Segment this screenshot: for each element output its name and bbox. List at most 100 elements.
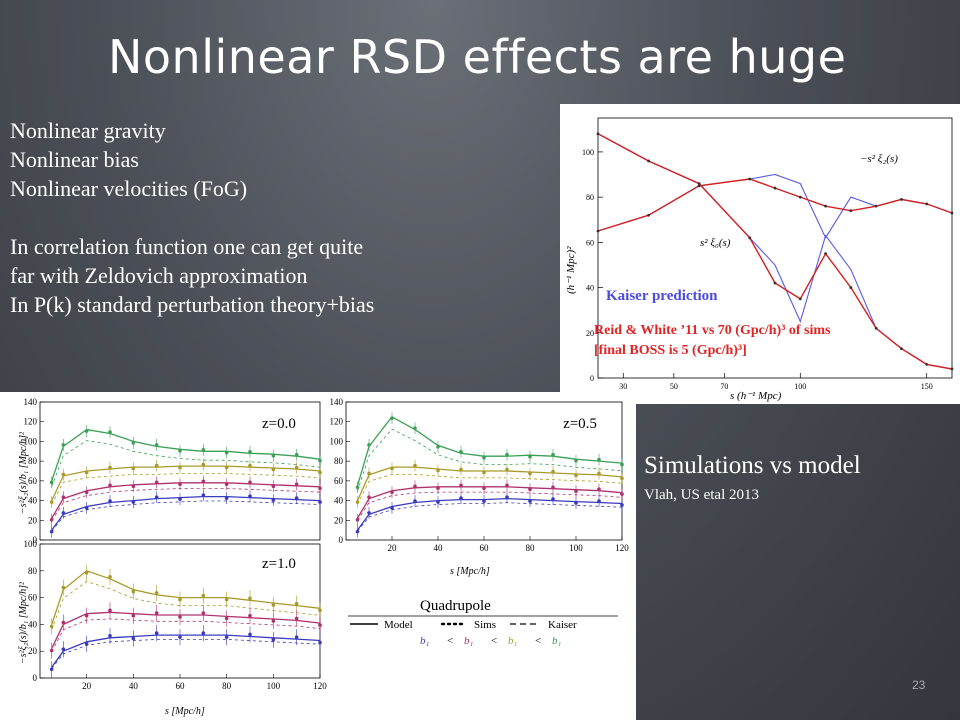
legend-kaiser: Kaiser <box>548 619 577 631</box>
panel-sim-point <box>459 449 463 454</box>
panel-sim-point <box>224 450 229 455</box>
panel-ytick-label: 60 <box>334 476 344 486</box>
panel-sim-point <box>551 485 555 490</box>
top-model-quadrupole <box>597 178 953 232</box>
top-label-monopole: s² ξ₀(s) <box>700 237 731 249</box>
slide-title: Nonlinear RSD effects are huge <box>108 30 847 84</box>
legend-title: Quadrupole <box>420 598 491 614</box>
bottom-legend: Quadrupole Model Sims Kaiser b₁ < b₁ < b… <box>348 598 618 647</box>
top-legend-reid-2: [final BOSS is 5 (Gpc/h)³] <box>594 343 747 358</box>
panel-sim-point <box>178 465 182 470</box>
panel-model-line <box>356 466 623 501</box>
panel-sim-point <box>108 430 112 434</box>
panel-xtick-label: 20 <box>82 681 92 691</box>
panel-sim-point <box>108 608 112 613</box>
top-sim-point <box>773 281 777 285</box>
panel-sim-point <box>61 511 66 515</box>
panel-sim-point <box>367 511 371 515</box>
panel-sim-point <box>620 503 624 507</box>
panel-sim-point <box>620 492 624 496</box>
panel-sim-point <box>294 635 299 639</box>
panel-sim-point <box>318 623 322 627</box>
panel-sim-point <box>271 498 276 502</box>
panel-sim-point <box>248 632 252 637</box>
panel-sim-point <box>482 455 486 460</box>
top-ytick-label: 60 <box>586 238 594 247</box>
panel-xtick-label: 80 <box>222 681 232 691</box>
panel-sim-point <box>294 465 299 470</box>
panel-sim-point <box>201 462 206 467</box>
panel-ytick-label: 40 <box>28 619 38 629</box>
panel-sim-point <box>318 608 322 613</box>
panel-sim-point <box>528 487 532 492</box>
panel-sim-point <box>528 454 532 459</box>
bullet-pk-spt: In P(k) standard perturbation theory+bia… <box>10 292 375 317</box>
top-sim-point <box>849 286 853 289</box>
panel-sim-point <box>459 483 463 488</box>
top-sim-point <box>925 363 929 366</box>
top-sim-point <box>596 229 600 233</box>
panel-sim-point <box>271 484 276 489</box>
panel-sim-point <box>574 473 578 478</box>
panel-sim-point <box>459 467 463 472</box>
panel-sim-point <box>482 470 486 475</box>
top-ylabel: (h⁻¹ Mpc)² <box>565 246 577 294</box>
panel-xtick-label: 40 <box>434 543 444 553</box>
top-sim-point <box>950 367 954 371</box>
legend-sims: Sims <box>474 619 496 631</box>
panel-model-line <box>51 611 321 649</box>
bullet-list: Nonlinear gravity Nonlinear bias Nonline… <box>10 116 550 319</box>
panel-ytick-label: 120 <box>330 417 344 427</box>
panel-z1: 0 20 40 60 80 100 20 40 60 80 100 120 <box>24 539 328 691</box>
panel-sim-point <box>154 591 159 595</box>
less-than-3: < <box>535 635 541 647</box>
panel-sim-point <box>61 443 66 447</box>
bullet-spacer <box>10 203 550 232</box>
panel-sim-point <box>318 500 322 504</box>
top-kaiser-quadrupole <box>597 173 953 239</box>
panel-sim-point <box>294 616 299 621</box>
panel-sim-point <box>355 500 360 504</box>
top-sim-point <box>900 347 903 351</box>
panel-sim-point <box>355 517 360 522</box>
panel-kaiser-line <box>51 488 321 521</box>
top-ytick-label: 80 <box>586 193 594 202</box>
panel-sim-point <box>294 496 299 500</box>
panel-kaiser-line <box>51 581 321 630</box>
panel-ytick-label: 40 <box>334 496 344 506</box>
top-figure: 0 20 40 60 80 100 30 50 70 100 150 (h⁻¹ Mpc)² s (h… <box>560 104 960 404</box>
panel-sim-point <box>84 642 89 646</box>
panel-sim-point <box>318 458 322 463</box>
panel-sim-point <box>84 429 89 433</box>
panel-sim-point <box>84 613 89 618</box>
panel-sim-point <box>131 636 136 641</box>
less-than-1: < <box>447 635 453 647</box>
top-sim-point <box>748 236 752 240</box>
panel-sim-point <box>436 468 440 473</box>
bottom-figure-panels: 0 20 40 60 80 100 120 140 0 20 40 60 80 100 120 140 20 40… <box>24 397 630 691</box>
panel-ytick-label: 20 <box>28 646 38 656</box>
panel-sim-point <box>551 469 555 474</box>
panel-sim-point <box>248 613 252 618</box>
panel-ytick-label: 0 <box>339 535 344 545</box>
top-sim-point <box>798 297 802 301</box>
panel-ytick-label: 0 <box>33 535 38 545</box>
panel-sim-point <box>178 482 182 487</box>
panel-xtick-label: 20 <box>388 543 398 553</box>
panel-sim-point <box>49 667 54 672</box>
panel-ytick-label: 140 <box>24 397 38 407</box>
panel-sim-point <box>131 441 136 445</box>
top-sim-point <box>925 202 929 206</box>
bias-label-green: b₁ <box>552 635 562 647</box>
panel-sim-point <box>505 483 509 488</box>
panel-sim-point <box>201 593 206 598</box>
panel-sim-point <box>294 601 299 606</box>
panel-kaiser-line <box>357 502 623 532</box>
top-sim-point <box>697 184 701 188</box>
panel-model-line <box>51 428 321 482</box>
panel-sim-point <box>84 506 89 510</box>
top-sim-point <box>950 211 954 215</box>
panel-kaiser-line <box>51 440 321 487</box>
panel-sim-point <box>61 585 66 590</box>
panel-sim-point <box>271 453 276 458</box>
